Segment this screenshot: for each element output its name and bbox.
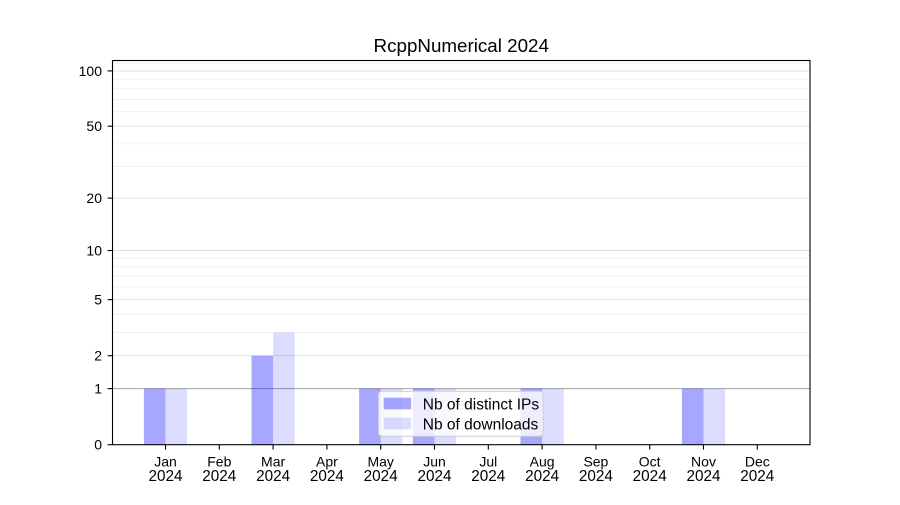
svg-text:Nb of downloads: Nb of downloads (423, 417, 539, 434)
svg-text:Jun: Jun (423, 454, 446, 470)
svg-text:2024: 2024 (686, 468, 721, 485)
svg-text:2: 2 (94, 348, 102, 364)
svg-text:10: 10 (86, 243, 102, 259)
svg-text:RcppNumerical 2024: RcppNumerical 2024 (374, 35, 549, 56)
svg-text:50: 50 (86, 118, 102, 134)
svg-text:Nb of distinct IPs: Nb of distinct IPs (423, 397, 540, 414)
svg-text:2024: 2024 (256, 468, 291, 485)
svg-text:2024: 2024 (471, 468, 506, 485)
svg-text:Oct: Oct (639, 454, 661, 470)
svg-text:Feb: Feb (207, 454, 231, 470)
svg-text:100: 100 (79, 63, 103, 79)
svg-text:Jul: Jul (479, 454, 497, 470)
svg-text:2024: 2024 (148, 468, 183, 485)
svg-text:Nov: Nov (691, 454, 716, 470)
svg-text:20: 20 (86, 190, 102, 206)
svg-text:2024: 2024 (633, 468, 668, 485)
svg-text:Sep: Sep (583, 454, 608, 470)
svg-text:2024: 2024 (310, 468, 345, 485)
svg-text:May: May (367, 454, 393, 470)
svg-text:2024: 2024 (740, 468, 775, 485)
svg-text:2024: 2024 (579, 468, 614, 485)
svg-text:0: 0 (94, 437, 102, 453)
svg-text:2024: 2024 (202, 468, 237, 485)
svg-text:Dec: Dec (745, 454, 770, 470)
svg-text:2024: 2024 (417, 468, 452, 485)
svg-text:1: 1 (94, 381, 102, 397)
svg-text:Mar: Mar (261, 454, 285, 470)
svg-text:Aug: Aug (530, 454, 555, 470)
svg-text:Jan: Jan (154, 454, 177, 470)
svg-text:5: 5 (94, 292, 102, 308)
svg-text:2024: 2024 (364, 468, 399, 485)
svg-text:Apr: Apr (316, 454, 338, 470)
svg-text:2024: 2024 (525, 468, 560, 485)
